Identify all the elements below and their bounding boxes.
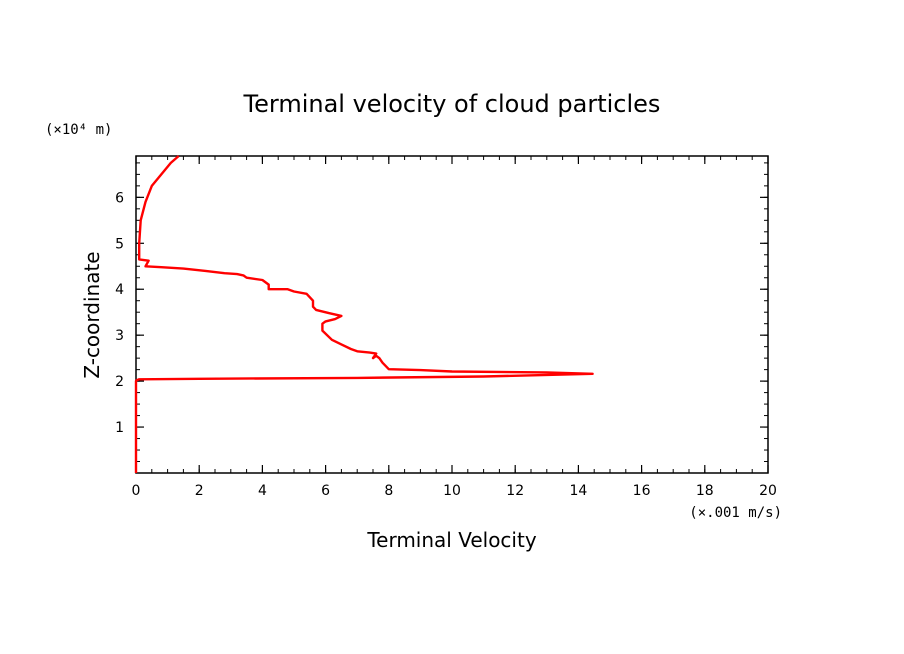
series-layer xyxy=(134,155,594,473)
x-tick-label: 16 xyxy=(633,483,651,499)
y-tick-label: 2 xyxy=(115,374,124,390)
axis-ticks xyxy=(135,156,769,474)
x-tick-label: 8 xyxy=(384,483,393,499)
y-axis-label: Z-coordinate xyxy=(80,251,104,378)
x-axis-unit: (×.001 m/s) xyxy=(689,505,782,521)
x-tick-label: 10 xyxy=(443,483,461,499)
y-axis-unit: (×10⁴ m) xyxy=(45,122,112,138)
y-tick-label: 5 xyxy=(115,236,124,252)
x-tick-label: 14 xyxy=(569,483,587,499)
y-tick-label: 3 xyxy=(115,328,124,344)
y-tick-label: 4 xyxy=(115,282,124,298)
x-tick-label: 20 xyxy=(759,483,777,499)
x-tick-label: 2 xyxy=(195,483,204,499)
chart-title: Terminal velocity of cloud particles xyxy=(243,90,661,118)
x-tick-label: 12 xyxy=(506,483,524,499)
x-tick-label: 0 xyxy=(132,483,141,499)
x-axis-label: Terminal Velocity xyxy=(366,528,537,552)
y-tick-label: 6 xyxy=(115,190,124,206)
x-tick-label: 4 xyxy=(258,483,267,499)
plot-frame xyxy=(135,155,769,474)
x-tick-label: 6 xyxy=(321,483,330,499)
series-line-0 xyxy=(134,155,594,473)
x-tick-label: 18 xyxy=(696,483,714,499)
y-tick-label: 1 xyxy=(115,420,124,436)
